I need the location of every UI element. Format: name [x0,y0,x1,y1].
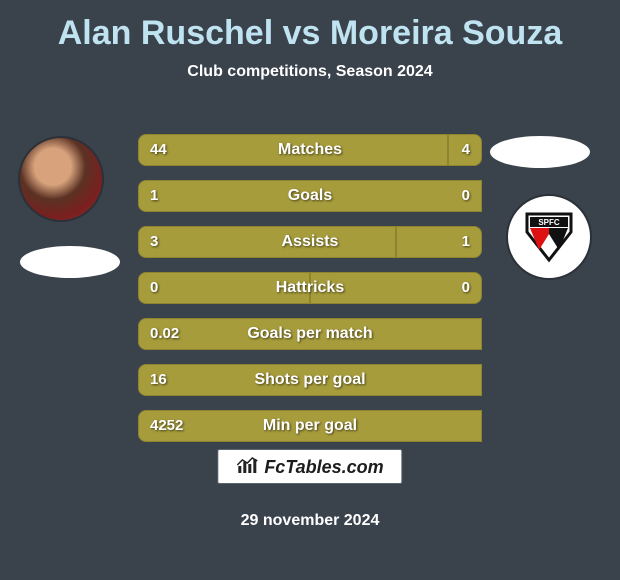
stat-label: Goals per match [138,318,482,350]
stat-label: Min per goal [138,410,482,442]
stats-container: 444Matches 10Goals 31Assists 00Hattricks 0.0… [138,134,482,456]
spfc-badge-icon: SPFC [522,210,576,264]
spfc-badge-text: SPFC [538,218,560,227]
player2-team-oval [490,136,590,168]
player1-avatar [18,136,104,222]
player1-team-oval [20,246,120,278]
stat-row: 00Hattricks [138,272,482,304]
stat-row: 16Shots per goal [138,364,482,396]
brand-text: FcTables.com [264,457,383,478]
stat-label: Matches [138,134,482,166]
stat-row: 31Assists [138,226,482,258]
page-subtitle: Club competitions, Season 2024 [0,63,620,81]
player2-avatar: SPFC [506,194,592,280]
stat-label: Goals [138,180,482,212]
stat-label: Shots per goal [138,364,482,396]
stat-row: 10Goals [138,180,482,212]
stat-row: 444Matches [138,134,482,166]
stat-row: 4252Min per goal [138,410,482,442]
brand-logo[interactable]: FcTables.com [217,449,402,484]
page-title: Alan Ruschel vs Moreira Souza [0,14,620,53]
stat-label: Assists [138,226,482,258]
date-text: 29 november 2024 [0,512,620,530]
stat-label: Hattricks [138,272,482,304]
stat-row: 0.02Goals per match [138,318,482,350]
brand-chart-icon [236,456,258,479]
